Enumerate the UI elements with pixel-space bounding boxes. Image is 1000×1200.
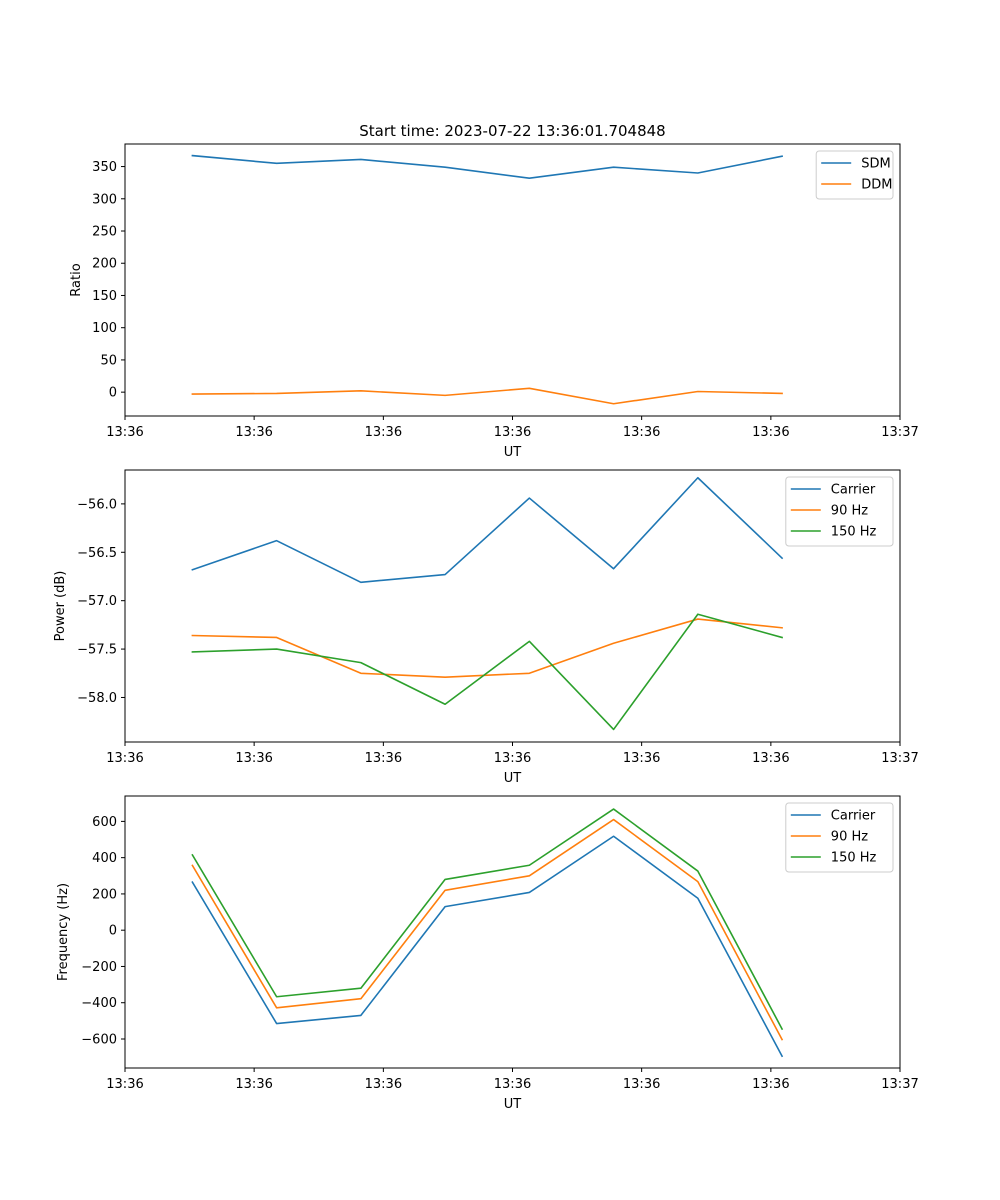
frequency-x-tick-label: 13:36: [365, 1077, 402, 1092]
power-series-line-carrier: [191, 476, 784, 584]
power-x-axis-label: UT: [504, 771, 522, 786]
ratio-x-tick-label: 13:36: [106, 425, 143, 440]
ratio-x-tick-label: 13:37: [881, 425, 918, 440]
ratio-series-line-sdm: [191, 154, 784, 179]
ratio-legend: SDM DDM: [815, 150, 894, 200]
power-y-tick-label: −57.0: [77, 594, 117, 609]
frequency-x-tick-label: 13:36: [494, 1077, 531, 1092]
frequency-x-tick-label: 13:36: [752, 1077, 789, 1092]
ratio-series-line-ddm: [191, 387, 783, 405]
power-plot-area: 13:36 13:36 13:36 13:36 13:36 13:36 13:37 −56.0…: [77, 476, 919, 766]
ratio-y-tick-label: 150: [92, 289, 117, 304]
power-axes-frame: [124, 469, 901, 743]
frequency-x-axis-label: UT: [504, 1097, 522, 1112]
frequency-x-tick-label: 13:36: [106, 1077, 143, 1092]
ratio-x-tick-label: 13:36: [494, 425, 531, 440]
frequency-y-tick-label: 400: [92, 851, 117, 866]
power-y-tick-label: −58.0: [77, 691, 117, 706]
ratio-x-tick-label: 13:36: [752, 425, 789, 440]
frequency-x-tick-label: 13:36: [623, 1077, 660, 1092]
chart-ratio: Start time: 2023-07-22 13:36:01.704848 1…: [69, 122, 919, 460]
ratio-y-tick-label: 250: [92, 225, 117, 240]
frequency-plot-area: 13:36 13:36 13:36 13:36 13:36 13:36 13:37 600 40…: [81, 808, 919, 1092]
power-y-tick-label: −57.5: [77, 643, 117, 658]
frequency-y-axis-label: Frequency (Hz): [56, 883, 71, 981]
ratio-legend-label: DDM: [861, 178, 892, 193]
frequency-axes-frame: [124, 795, 901, 1069]
frequency-series-line-90-hz: [191, 818, 784, 1041]
ratio-y-tick-label: 100: [92, 321, 117, 336]
chart-title: Start time: 2023-07-22 13:36:01.704848: [359, 122, 665, 140]
frequency-y-tick-label: 600: [92, 815, 117, 830]
power-x-tick-label: 13:36: [623, 751, 660, 766]
power-legend-label: Carrier: [831, 483, 876, 498]
power-y-tick-label: −56.5: [77, 546, 117, 561]
power-legend-label: 150 Hz: [831, 525, 877, 540]
power-x-tick-label: 13:36: [365, 751, 402, 766]
ratio-axes-frame: [124, 143, 901, 417]
frequency-x-tick-label: 13:36: [235, 1077, 272, 1092]
frequency-legend: Carrier 90 Hz 150 Hz: [785, 802, 894, 873]
power-legend-frame: [785, 476, 894, 547]
chart-power: 13:36 13:36 13:36 13:36 13:36 13:36 13:37 −56.0…: [53, 469, 919, 786]
power-series-line-150-hz: [191, 613, 784, 731]
frequency-legend-label: 150 Hz: [831, 851, 877, 866]
frequency-series-line-carrier: [191, 835, 784, 1058]
chart-frequency: 13:36 13:36 13:36 13:36 13:36 13:36 13:37 600 40…: [56, 795, 919, 1112]
frequency-legend-frame: [785, 802, 894, 873]
frequency-legend-label: Carrier: [831, 809, 876, 824]
frequency-x-tick-label: 13:37: [881, 1077, 918, 1092]
frequency-y-tick-label: 200: [92, 887, 117, 902]
power-legend: Carrier 90 Hz 150 Hz: [785, 476, 894, 547]
frequency-y-tick-label: −600: [81, 1032, 117, 1047]
ratio-y-axis-label: Ratio: [69, 263, 84, 296]
power-legend-label: 90 Hz: [831, 504, 868, 519]
frequency-y-tick-label: 0: [109, 924, 117, 939]
frequency-series-line-150-hz: [191, 808, 784, 1031]
ratio-x-tick-label: 13:36: [235, 425, 272, 440]
ratio-x-axis-label: UT: [504, 445, 522, 460]
power-y-axis-label: Power (dB): [53, 571, 68, 642]
ratio-y-tick-label: 50: [100, 353, 117, 368]
ratio-y-tick-label: 350: [92, 160, 117, 175]
frequency-y-tick-label: −400: [81, 996, 117, 1011]
power-x-tick-label: 13:36: [494, 751, 531, 766]
ratio-x-tick-label: 13:36: [623, 425, 660, 440]
ratio-plot-area: 13:36 13:36 13:36 13:36 13:36 13:36 13:37 0 50 10…: [92, 154, 919, 440]
frequency-legend-label: 90 Hz: [831, 830, 868, 845]
ratio-x-tick-label: 13:36: [365, 425, 402, 440]
frequency-y-tick-label: −200: [81, 960, 117, 975]
power-x-tick-label: 13:36: [106, 751, 143, 766]
ratio-y-tick-label: 200: [92, 257, 117, 272]
ratio-y-tick-label: 0: [109, 386, 117, 401]
power-x-tick-label: 13:36: [235, 751, 272, 766]
power-x-tick-label: 13:37: [881, 751, 918, 766]
power-series-line-90-hz: [191, 618, 783, 678]
power-y-tick-label: −56.0: [77, 497, 117, 512]
ratio-legend-label: SDM: [861, 157, 890, 172]
ratio-y-tick-label: 300: [92, 192, 117, 207]
power-x-tick-label: 13:36: [752, 751, 789, 766]
